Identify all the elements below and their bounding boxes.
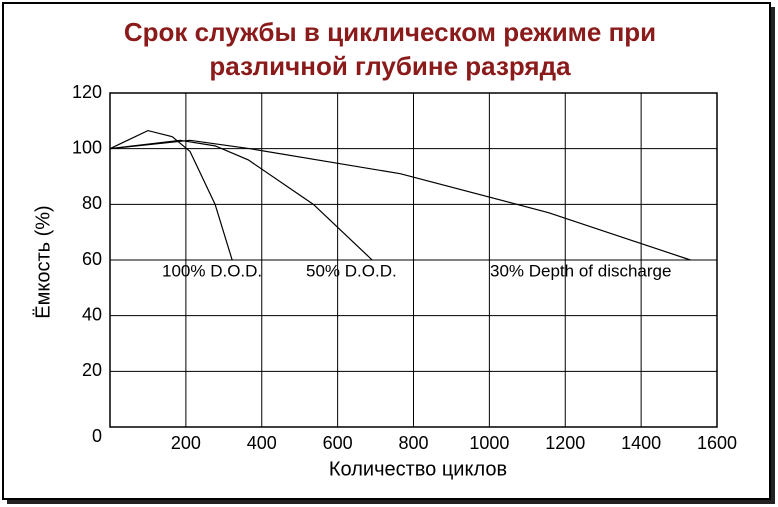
y-tick-label: 60 [82,249,102,269]
x-tick-label: 600 [323,433,353,453]
y-tick-label: 20 [82,360,102,380]
x-axis-label: Количество циклов [329,458,507,480]
x-tick-label: 1400 [621,433,661,453]
y-tick-label: 100 [72,137,102,157]
chart-title: различной глубине разряда [209,51,571,81]
series-label: 100% D.O.D. [162,261,262,280]
x-tick-label: 1600 [697,433,737,453]
x-tick-label: 1200 [545,433,585,453]
chart-title: Срок службы в циклическом режиме при [124,17,656,47]
series-label: 30% Depth of discharge [490,261,671,280]
y-axis-label: Ёмкость (%) [32,205,54,318]
y-tick-label: 0 [92,426,102,446]
x-tick-label: 1000 [469,433,509,453]
y-tick-label: 80 [82,193,102,213]
series-label: 50% D.O.D. [306,261,397,280]
line-series [109,139,373,261]
y-tick-label: 40 [82,304,102,324]
x-tick-label: 800 [398,433,428,453]
y-tick-label: 120 [72,82,102,102]
x-tick-label: 200 [171,433,201,453]
line-series [109,139,691,261]
x-tick-label: 400 [247,433,277,453]
line-series [109,129,233,261]
frame [2,2,771,500]
